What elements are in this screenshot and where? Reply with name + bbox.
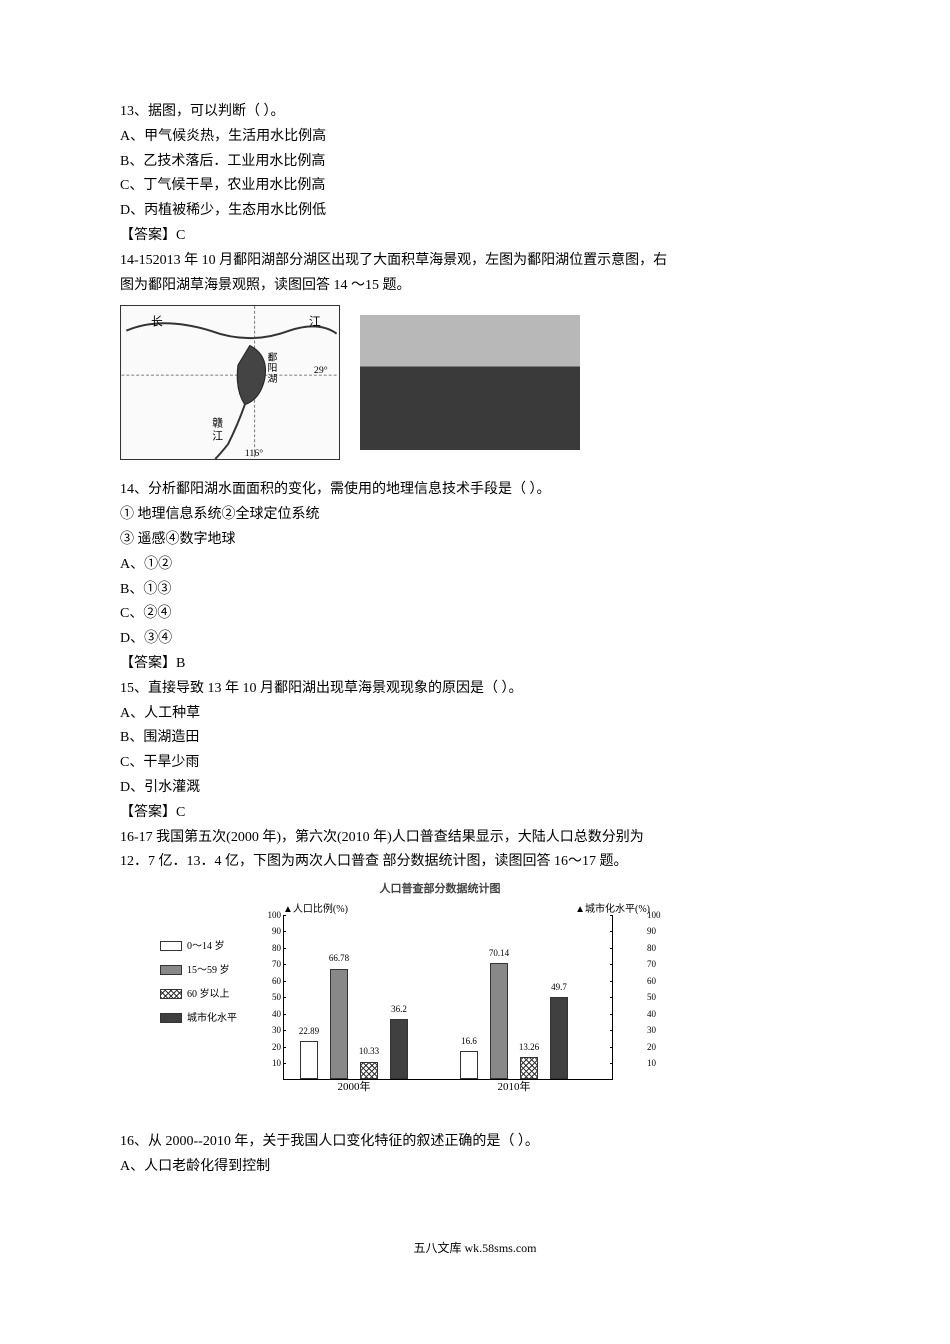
- svg-text:江: 江: [212, 430, 223, 443]
- bar-value-label: 16.6: [461, 1034, 477, 1049]
- q14-stem: 14、分析鄱阳湖水面面积的变化，需使用的地理信息技术手段是（ ）。: [120, 478, 830, 502]
- q16-intro-l1: 16-17 我国第五次(2000 年)，第六次(2010 年)人口普查结果显示，…: [120, 826, 830, 850]
- map-label-poyang: 鄱: [268, 351, 278, 364]
- q15-opt-d: D、引水灌溉: [120, 776, 830, 800]
- q14-sub1: ① 地理信息系统②全球定位系统: [120, 503, 830, 527]
- legend-item: 60 岁以上: [160, 986, 255, 1003]
- tick-right: 30: [647, 1026, 667, 1035]
- bar: [550, 997, 568, 1079]
- tick-left: 90: [263, 927, 281, 936]
- q14-opt-b: B、①③: [120, 578, 830, 602]
- q13-opt-c: C、丁气候干旱，农业用水比例高: [120, 174, 830, 198]
- tick-right: 80: [647, 944, 667, 953]
- photo-figure: [360, 315, 580, 450]
- map-label-gan: 赣: [212, 416, 223, 430]
- tick-left: 30: [263, 1026, 281, 1035]
- map-label-chang: 长: [151, 315, 163, 329]
- tick-right: 60: [647, 977, 667, 986]
- q13-opt-d: D、丙植被稀少，生态用水比例低: [120, 199, 830, 223]
- bar-value-label: 22.89: [299, 1024, 319, 1039]
- q13-answer: 【答案】C: [120, 224, 830, 248]
- tick-left: 50: [263, 993, 281, 1002]
- bar: [300, 1041, 318, 1079]
- q14-opt-a: A、①②: [120, 553, 830, 577]
- group-label: 2000年: [338, 1078, 371, 1097]
- group-label: 2010年: [498, 1078, 531, 1097]
- tick-right: 10: [647, 1059, 667, 1068]
- chart-legend: 0～14 岁 15～59 岁 60 岁以上城市化水平: [160, 903, 255, 1034]
- svg-text:湖: 湖: [268, 373, 278, 385]
- tick-left: 10: [263, 1059, 281, 1068]
- chart-title: 人口普查部分数据统计图: [160, 880, 720, 899]
- bar-value-label: 49.7: [551, 980, 567, 995]
- q15-answer: 【答案】C: [120, 801, 830, 825]
- q15-stem: 15、直接导致 13 年 10 月鄱阳湖出现草海景观现象的原因是（ ）。: [120, 677, 830, 701]
- tick-right: 70: [647, 960, 667, 969]
- svg-text:阳: 阳: [268, 363, 278, 375]
- page-footer: 五八文库 wk.58sms.com: [120, 1238, 830, 1258]
- q14-intro-l1: 14-152013 年 10 月鄱阳湖部分湖区出现了大面积草海景观，左图为鄱阳湖…: [120, 249, 830, 273]
- bar: [490, 963, 508, 1079]
- bar-value-label: 36.2: [391, 1002, 407, 1017]
- legend-item: 0～14 岁: [160, 938, 255, 955]
- bar: [360, 1062, 378, 1079]
- tick-left: 100: [263, 911, 281, 920]
- tick-right: 40: [647, 1010, 667, 1019]
- map-label-jiang: 江: [309, 315, 321, 329]
- bar-value-label: 13.26: [519, 1040, 539, 1055]
- map-label-lat: 29°: [314, 365, 328, 376]
- q15-opt-a: A、人工种草: [120, 702, 830, 726]
- tick-right: 90: [647, 927, 667, 936]
- tick-left: 60: [263, 977, 281, 986]
- tick-left: 80: [263, 944, 281, 953]
- tick-left: 40: [263, 1010, 281, 1019]
- tick-right: 20: [647, 1043, 667, 1052]
- chart-plot-area: ▲人口比例(%) ▲城市化水平(%) 22.8966.7810.3336.220…: [255, 903, 645, 1118]
- census-chart: 人口普查部分数据统计图 0～14 岁15～59 岁60 岁以上城市化水平 ▲人口…: [160, 880, 830, 1118]
- legend-item: 15～59 岁: [160, 962, 255, 979]
- q16-stem: 16、从 2000--2010 年，关于我国人口变化特征的叙述正确的是（ ）。: [120, 1130, 830, 1154]
- q14-intro-l2: 图为鄱阳湖草海景观照，读图回答 14 ～15 题。: [120, 274, 830, 298]
- map-label-lon: 116°: [245, 448, 263, 459]
- map-figure: 长 江 鄱 阳 湖 赣 江 29° 116°: [120, 305, 340, 460]
- tick-left: 20: [263, 1043, 281, 1052]
- bar-value-label: 10.33: [359, 1044, 379, 1059]
- q16-opt-a: A、人口老龄化得到控制: [120, 1155, 830, 1179]
- tick-left: 70: [263, 960, 281, 969]
- tick-right: 100: [647, 911, 667, 920]
- legend-item: 城市化水平: [160, 1010, 255, 1027]
- q13-opt-a: A、甲气候炎热，生活用水比例高: [120, 125, 830, 149]
- q14-opt-d: D、③④: [120, 627, 830, 651]
- figure-row: 长 江 鄱 阳 湖 赣 江 29° 116°: [120, 305, 830, 460]
- bar-value-label: 70.14: [489, 946, 509, 961]
- bar-value-label: 66.78: [329, 951, 349, 966]
- q16-intro-l2: 12．7 亿．13．4 亿，下图为两次人口普查 部分数据统计图，读图回答 16～…: [120, 850, 830, 874]
- q13-opt-b: B、乙技术落后．工业用水比例高: [120, 150, 830, 174]
- bar: [390, 1019, 408, 1079]
- tick-right: 50: [647, 993, 667, 1002]
- chart-plot: 22.8966.7810.3336.22000年16.670.1413.2649…: [283, 915, 613, 1080]
- bar: [330, 969, 348, 1079]
- q15-opt-b: B、围湖造田: [120, 726, 830, 750]
- q14-opt-c: C、②④: [120, 602, 830, 626]
- bar: [460, 1051, 478, 1078]
- bar: [520, 1057, 538, 1079]
- q15-opt-c: C、干旱少雨: [120, 751, 830, 775]
- q14-sub2: ③ 遥感④数字地球: [120, 528, 830, 552]
- q13-stem: 13、据图，可以判断（ ）。: [120, 100, 830, 124]
- q14-answer: 【答案】B: [120, 652, 830, 676]
